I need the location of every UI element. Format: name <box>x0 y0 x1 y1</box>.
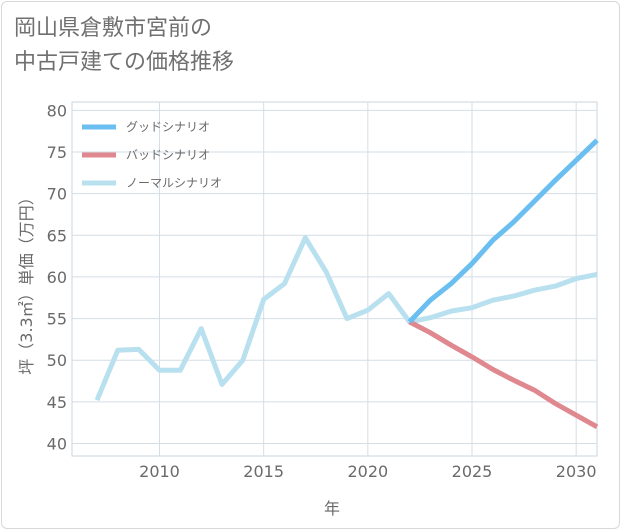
normal-scenario-line <box>94 235 598 402</box>
good-scenario-line <box>407 138 599 324</box>
legend-item-normal: ノーマルシナリオ <box>82 176 222 190</box>
legend-item-good: グッドシナリオ <box>82 120 210 134</box>
y-tick-label: 65 <box>47 226 67 245</box>
y-axis-ticks: 40 45 50 55 60 65 70 75 80 <box>47 101 67 453</box>
x-tick-label: 2025 <box>452 462 493 481</box>
x-axis-ticks: 2010 2015 2020 2025 2030 <box>139 462 596 481</box>
bad-scenario-line <box>408 319 599 429</box>
y-tick-label: 45 <box>47 393 67 412</box>
grid-lines <box>71 101 598 457</box>
x-tick-label: 2010 <box>139 462 180 481</box>
y-axis-label: 坪（3.3㎡）単価（万円） <box>17 189 36 374</box>
y-tick-label: 55 <box>47 310 67 329</box>
x-tick-label: 2030 <box>556 462 597 481</box>
chart-title-line2: 中古戸建ての価格推移 <box>14 50 235 75</box>
y-tick-label: 70 <box>47 185 67 204</box>
plot-area <box>71 101 598 457</box>
legend-item-bad: バッドシナリオ <box>82 148 210 162</box>
x-tick-label: 2020 <box>347 462 388 481</box>
legend-label: バッドシナリオ <box>126 148 210 162</box>
series-lines <box>94 138 599 429</box>
chart-title-line1: 岡山県倉敷市宮前の <box>14 16 213 41</box>
legend-label: グッドシナリオ <box>126 120 210 134</box>
legend-label: ノーマルシナリオ <box>126 176 222 190</box>
y-tick-label: 40 <box>47 435 67 454</box>
y-tick-label: 50 <box>47 351 67 370</box>
y-tick-label: 75 <box>47 143 67 162</box>
chart-title: 岡山県倉敷市宮前の 中古戸建ての価格推移 <box>14 12 234 80</box>
y-tick-label: 80 <box>47 101 67 120</box>
x-tick-label: 2015 <box>243 462 284 481</box>
y-tick-label: 60 <box>47 268 67 287</box>
x-axis-label: 年 <box>324 499 340 518</box>
